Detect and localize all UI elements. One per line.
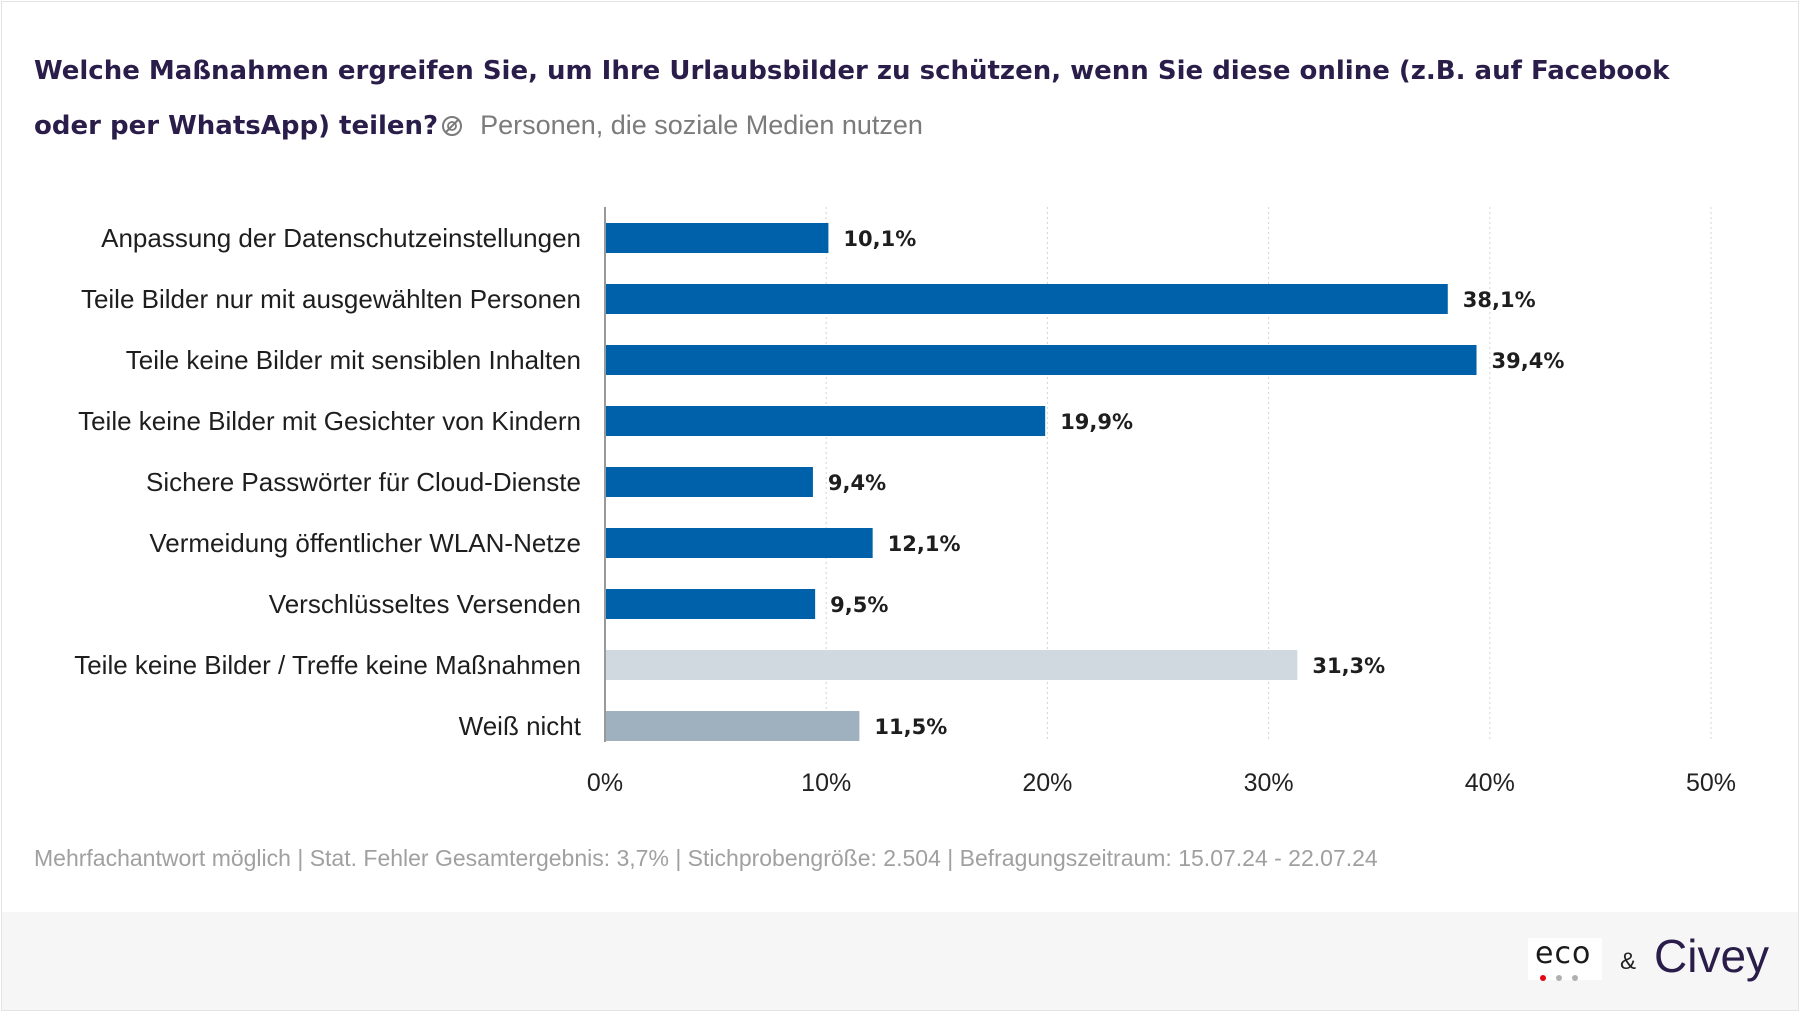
eco-logo: eco xyxy=(1528,936,1602,981)
bar xyxy=(606,589,816,619)
data-label: 19,9% xyxy=(1060,410,1133,434)
bar xyxy=(606,345,1477,375)
data-label: 9,4% xyxy=(828,471,886,495)
category-label: Teile Bilder nur mit ausgewählten Person… xyxy=(81,284,581,314)
bar xyxy=(606,711,860,741)
civey-logo: Civey xyxy=(1654,930,1770,982)
category-label: Teile keine Bilder mit sensiblen Inhalte… xyxy=(126,345,581,375)
bar xyxy=(606,223,829,253)
category-label: Anpassung der Datenschutzeinstellungen xyxy=(101,223,581,253)
eco-dot xyxy=(1540,975,1546,981)
data-label: 39,4% xyxy=(1492,349,1565,373)
question-text: Welche Maßnahmen ergreifen Sie, um Ihre … xyxy=(34,56,1670,141)
data-label: 9,5% xyxy=(830,593,888,617)
bar xyxy=(606,650,1298,680)
x-tick-label: 20% xyxy=(1022,769,1072,797)
ampersand: & xyxy=(1620,948,1637,975)
eco-logo-dots xyxy=(1540,968,1588,986)
x-tick-label: 10% xyxy=(801,769,851,797)
info-slash-icon[interactable] xyxy=(440,114,464,138)
category-label: Sichere Passwörter für Cloud-Dienste xyxy=(146,467,581,497)
bar-chart: 0% 10% 20% 30% 40% 50% Anpassung der Datenschu… xyxy=(74,207,1736,797)
population-subtitle: Personen, die soziale Medien nutzen xyxy=(480,110,923,140)
footer-bar xyxy=(2,912,1798,1010)
x-tick-label: 50% xyxy=(1686,769,1736,797)
category-label: Vermeidung öffentlicher WLAN-Netze xyxy=(149,528,581,558)
category-label: Teile keine Bilder / Treffe keine Maßnah… xyxy=(74,650,581,680)
data-label: 11,5% xyxy=(874,715,947,739)
footnote: Mehrfachantwort möglich | Stat. Fehler G… xyxy=(34,845,1378,871)
x-tick-label: 0% xyxy=(587,769,623,797)
category-label: Verschlüsseltes Versenden xyxy=(269,589,581,619)
bar xyxy=(606,284,1448,314)
x-tick-label: 30% xyxy=(1244,769,1294,797)
bar xyxy=(606,467,813,497)
chart-title: Welche Maßnahmen ergreifen Sie, um Ihre … xyxy=(34,44,1724,153)
bar xyxy=(606,528,873,558)
x-tick-label: 40% xyxy=(1465,769,1515,797)
data-label: 10,1% xyxy=(843,227,916,251)
data-label: 31,3% xyxy=(1312,654,1385,678)
bar xyxy=(606,406,1046,436)
eco-dot xyxy=(1556,975,1562,981)
data-label: 12,1% xyxy=(888,532,961,556)
category-label: Weiß nicht xyxy=(459,711,582,741)
eco-logo-text: eco xyxy=(1535,936,1592,971)
eco-dot xyxy=(1572,975,1578,981)
data-label: 38,1% xyxy=(1463,288,1536,312)
category-label: Teile keine Bilder mit Gesichter von Kin… xyxy=(78,406,581,436)
